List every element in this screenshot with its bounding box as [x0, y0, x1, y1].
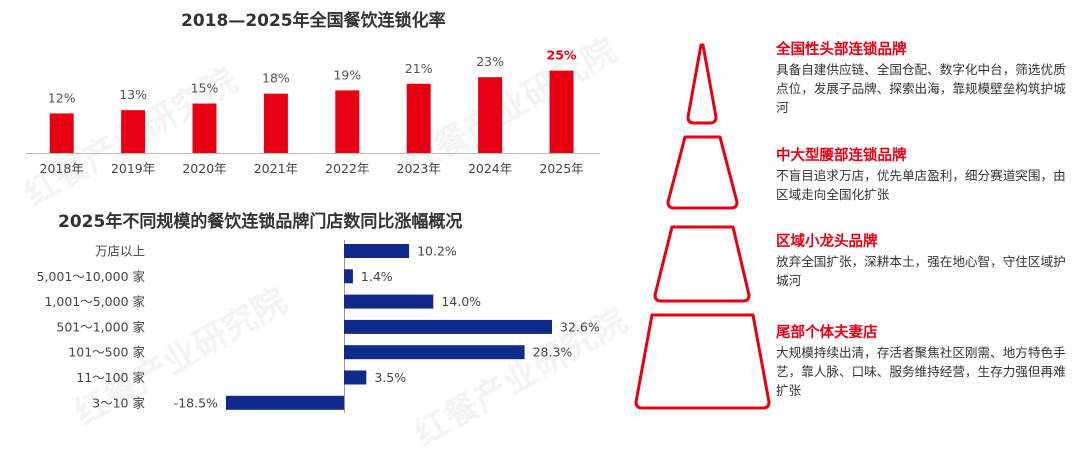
data-label: 12% [48, 90, 76, 105]
x-tick-label: 2025年 [539, 161, 583, 176]
x-tick-label: 2023年 [397, 161, 441, 176]
x-tick-label: 2020年 [182, 161, 226, 176]
category-label: 万店以上 [95, 244, 145, 259]
bar [344, 319, 552, 334]
category-label: 11～100 家 [76, 370, 145, 385]
bar [344, 269, 353, 284]
category-label: 1,001～5,000 家 [44, 294, 145, 309]
bar [344, 370, 367, 385]
pyramid-tier-1 [686, 43, 718, 125]
chart-title-chain-rate: 2018—2025年全国餐饮连锁化率 [181, 11, 446, 31]
bar [335, 90, 360, 153]
pyramid-tier-2 [666, 135, 739, 210]
tier-tail-family-store: 尾部个体夫妻店 大规模持续出清，存活者聚焦社区刚需、地方特色手艺，靠人脉、口味、… [776, 324, 1068, 400]
bar [225, 395, 344, 410]
tier-title: 区域小龙头品牌 [776, 234, 878, 250]
data-label: 28.3% [533, 345, 573, 360]
category-label: 3～10 家 [92, 395, 145, 410]
category-label: 5,001～10,000 家 [37, 269, 146, 284]
tier-mid-waist: 中大型腰部连锁品牌 不盲目追求万店，优先单店盈利，细分赛道突围，由区域走向全国化… [776, 147, 1068, 204]
x-tick-label: 2021年 [254, 161, 298, 176]
bar [344, 244, 410, 258]
data-label: -18.5% [174, 395, 218, 410]
bar [478, 77, 503, 153]
tier-description: 不盲目追求万店，优先单店盈利，细分赛道突围，由区域走向全国化扩张 [776, 168, 1066, 202]
tier-title: 中大型腰部连锁品牌 [776, 148, 907, 164]
data-label: 14.0% [441, 294, 481, 309]
tier-national-head: 全国性头部连锁品牌 具备自建供应链、全国仓配、数字化中台，筛选优质点位，发展子品… [776, 41, 1068, 117]
bar [344, 294, 434, 309]
data-label: 1.4% [361, 269, 393, 284]
brand-tier-pyramid [634, 43, 771, 410]
data-label: 21% [405, 61, 433, 76]
tier-title: 全国性头部连锁品牌 [776, 42, 907, 58]
x-tick-label: 2022年 [325, 161, 369, 176]
data-label: 3.5% [374, 370, 406, 385]
data-label: 23% [476, 54, 504, 69]
tier-description: 放弃全国扩张，深耕本土，强在地心智，守住区域护城河 [776, 254, 1066, 288]
tier-regional-leader: 区域小龙头品牌 放弃全国扩张，深耕本土，强在地心智，守住区域护城河 [776, 233, 1068, 290]
bar [263, 93, 288, 153]
store-growth-bar-chart: 10.2% 万店以上 1.4% 5,001～10,000 家 14.0% 1,001～5,… [37, 240, 600, 413]
x-tick-label: 2019年 [111, 161, 155, 176]
pyramid-tier-4 [634, 313, 771, 410]
category-label: 101～500 家 [68, 345, 145, 360]
bar [121, 110, 146, 153]
bar [344, 345, 525, 360]
data-label: 15% [191, 81, 219, 96]
tier-title: 尾部个体夫妻店 [776, 325, 878, 341]
pyramid-tier-3 [653, 225, 751, 303]
tier-description: 具备自建供应链、全国仓配、数字化中台，筛选优质点位，发展子品牌、探索出海，靠规模… [776, 62, 1066, 115]
tier-description: 大规模持续出清，存活者聚焦社区刚需、地方特色手艺，靠人脉、口味、服务维持经营，生… [776, 345, 1066, 398]
data-label: 13% [119, 87, 147, 102]
bar [549, 70, 574, 153]
data-label: 25% [547, 48, 577, 63]
data-label: 10.2% [417, 244, 457, 259]
chart-title-store-growth: 2025年不同规模的餐饮连锁品牌门店数同比涨幅概况 [58, 212, 463, 232]
x-tick-label: 2024年 [468, 161, 512, 176]
chain-rate-bar-chart: 12% 2018年 13% 2019年 15% 2020年 18% 2021年 19% 2022年… [26, 48, 600, 176]
x-tick-label: 2018年 [40, 161, 84, 176]
data-label: 19% [333, 67, 361, 82]
bar [49, 113, 74, 153]
bar [406, 83, 431, 153]
bar [192, 103, 217, 153]
data-label: 32.6% [560, 319, 600, 334]
category-label: 501～1,000 家 [56, 319, 145, 334]
data-label: 18% [262, 71, 290, 86]
